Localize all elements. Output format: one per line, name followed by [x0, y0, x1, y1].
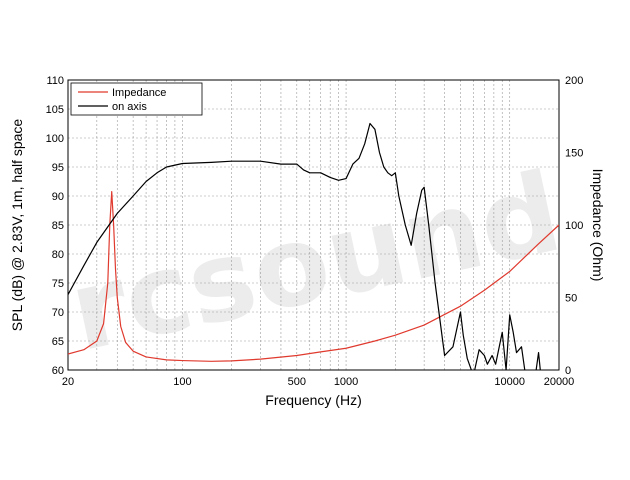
x-tick-label: 500 [288, 376, 306, 388]
tick-labels: 20 100 500 1000 10000 20000606570758085909510… [46, 75, 584, 388]
x-tick-label: 20000 [544, 376, 575, 388]
y-tick-label: 70 [52, 307, 64, 319]
chart-grid [68, 80, 559, 370]
x-tick-label: 20 [62, 376, 74, 388]
series-line-on-axis [68, 122, 541, 370]
y2-tick-label: 150 [565, 148, 583, 160]
y-tick-label: 85 [52, 220, 64, 232]
y2-tick-label: 200 [565, 75, 583, 87]
x-tick-label: 1000 [334, 376, 358, 388]
x-tick-label: 100 [173, 376, 191, 388]
legend-box [70, 82, 203, 116]
x-axis-title: Frequency (Hz) [265, 392, 361, 408]
y2-tick-label: 50 [565, 293, 577, 305]
y-tick-label: 60 [52, 365, 64, 377]
y-tick-label: 90 [52, 191, 64, 203]
legend-label-on-axis: on axis [112, 101, 147, 113]
y-tick-label: 95 [52, 162, 64, 174]
y-tick-label: 75 [52, 278, 64, 290]
y-axis-title: SPL (dB) @ 2.83V, 1m, half space [9, 119, 25, 332]
y-tick-label: 110 [46, 75, 64, 87]
y-tick-label: 65 [52, 336, 64, 348]
legend: Impedance on axis [70, 82, 203, 116]
legend-label-impedance: Impedance [112, 87, 166, 99]
x-tick-label: 10000 [494, 376, 525, 388]
y2-axis-title: Impedance (Ohm) [590, 169, 606, 282]
y-tick-label: 80 [52, 249, 64, 261]
watermark-logo: rcsound [60, 148, 572, 376]
y-tick-label: 100 [46, 133, 64, 145]
y2-tick-label: 0 [565, 365, 571, 377]
series-layer [68, 122, 559, 370]
series-line-impedance [68, 191, 559, 362]
y2-tick-label: 100 [565, 220, 583, 232]
y-tick-label: 105 [46, 104, 64, 116]
